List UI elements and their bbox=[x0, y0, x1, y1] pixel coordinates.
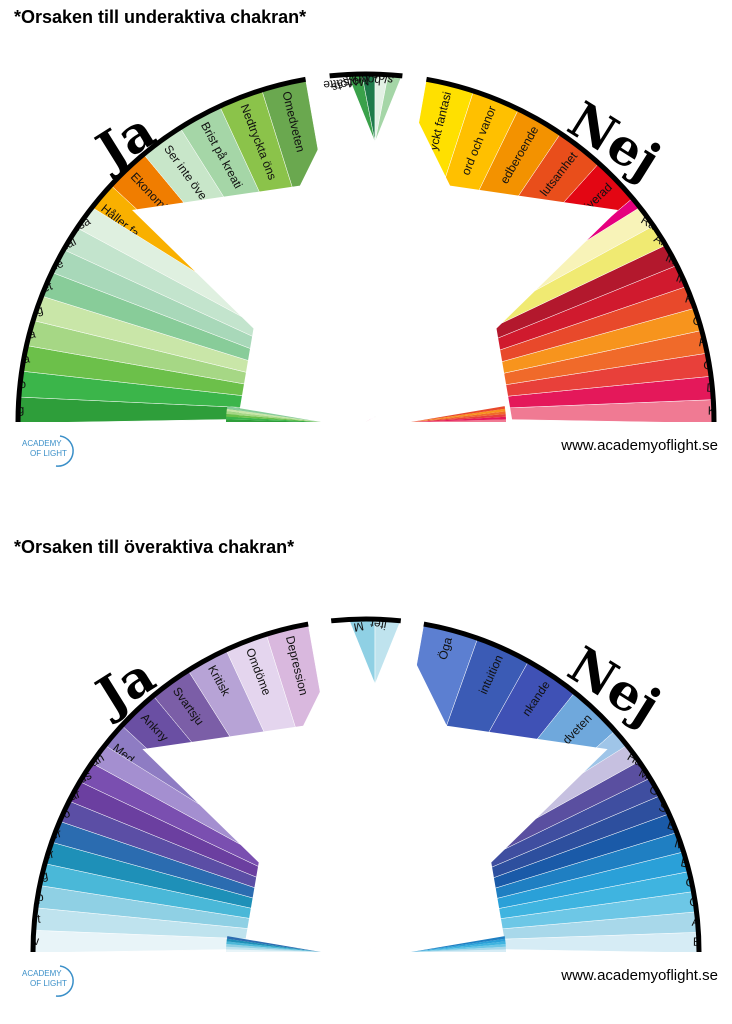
sliver bbox=[411, 419, 506, 422]
rim bbox=[329, 71, 403, 79]
sliver bbox=[226, 406, 321, 422]
sliver bbox=[411, 406, 506, 422]
sliver bbox=[226, 416, 321, 422]
sliver bbox=[411, 416, 506, 422]
sliver bbox=[411, 936, 506, 952]
sliver bbox=[226, 946, 321, 952]
rim bbox=[425, 76, 717, 423]
sliver bbox=[226, 414, 321, 422]
sliver bbox=[411, 949, 506, 952]
star bbox=[132, 72, 618, 422]
rim bbox=[30, 621, 309, 953]
wedge-label: Motsätte bbox=[322, 74, 369, 92]
rim bbox=[423, 621, 702, 953]
chakra-panel: *Orsaken till underaktiva chakran* Brist … bbox=[14, 7, 718, 467]
fan: LikMedAnknySvartsjuKritiskOmdömeDepressi… bbox=[31, 617, 701, 952]
logo-arc bbox=[55, 965, 74, 997]
sliver bbox=[226, 941, 321, 952]
sliver bbox=[226, 419, 321, 422]
sliver bbox=[226, 936, 321, 952]
sliver bbox=[226, 411, 321, 422]
chakra-panel: *Orsaken till överaktiva chakran* LikMedA… bbox=[14, 537, 718, 997]
logo-line: ACADEMY bbox=[22, 439, 62, 448]
sliver bbox=[411, 411, 506, 422]
sliver bbox=[411, 941, 506, 952]
logo-arc bbox=[55, 435, 74, 467]
sliver bbox=[411, 938, 506, 952]
sliver bbox=[411, 944, 506, 952]
url: www.academyoflight.se bbox=[560, 437, 718, 454]
logo-line: OF LIGHT bbox=[30, 979, 67, 988]
sliver bbox=[226, 938, 321, 952]
panel-title: *Orsaken till överaktiva chakran* bbox=[14, 537, 294, 557]
sliver bbox=[411, 946, 506, 952]
logo-line: OF LIGHT bbox=[30, 449, 67, 458]
wedge-label: M bbox=[353, 619, 365, 635]
star bbox=[142, 617, 608, 952]
panel-title: *Orsaken till underaktiva chakran* bbox=[14, 7, 306, 27]
wedge-segment bbox=[374, 617, 421, 685]
wedge-segment bbox=[374, 72, 421, 143]
segment-label: Öga bbox=[436, 635, 455, 661]
sliver bbox=[226, 408, 321, 422]
sliver bbox=[411, 408, 506, 422]
logo-line: ACADEMY bbox=[22, 969, 62, 978]
rim bbox=[330, 616, 402, 624]
url: www.academyoflight.se bbox=[560, 967, 718, 984]
sliver bbox=[226, 949, 321, 952]
sliver bbox=[226, 944, 321, 952]
rim bbox=[15, 76, 307, 423]
sliver bbox=[411, 414, 506, 422]
